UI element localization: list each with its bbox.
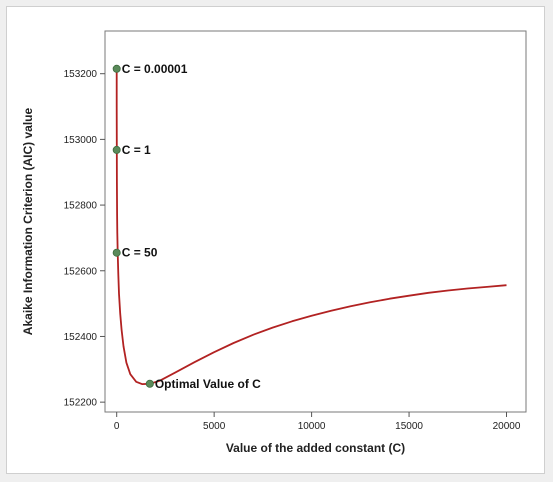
y-tick-label: 152600 [64,266,98,277]
annotation-point [145,379,154,388]
marker-layer: C = 0.00001 C = 1 C = 50 Optimal Value of C [112,62,261,391]
x-tick-label: 5000 [203,421,226,432]
annotation-label: C = 1 [122,143,151,157]
y-tick-label: 153000 [64,135,98,146]
x-axis-title: Value of the added constant (C) [226,441,405,455]
annotation-point [112,64,121,73]
x-tick-label: 15000 [395,421,423,432]
y-tick-label: 152400 [64,332,98,343]
annotation-label: C = 50 [122,246,158,260]
x-tick-label: 10000 [298,421,326,432]
y-axis-title: Akaike Information Criterion (AIC) value [21,107,35,335]
plot-area [104,30,527,413]
annotation-label: Optimal Value of C [155,377,261,391]
x-tick-label: 0 [114,421,120,432]
axis-ticks: 0 5000 10000 15000 20000 152200 152400 152600 15… [64,69,521,432]
y-tick-label: 153200 [64,69,98,80]
annotation-point [112,145,121,154]
y-tick-label: 152800 [64,201,98,212]
annotation-point [112,248,121,257]
annotation-label: C = 0.00001 [122,62,188,76]
x-tick-label: 20000 [493,421,521,432]
y-tick-label: 152200 [64,398,98,409]
